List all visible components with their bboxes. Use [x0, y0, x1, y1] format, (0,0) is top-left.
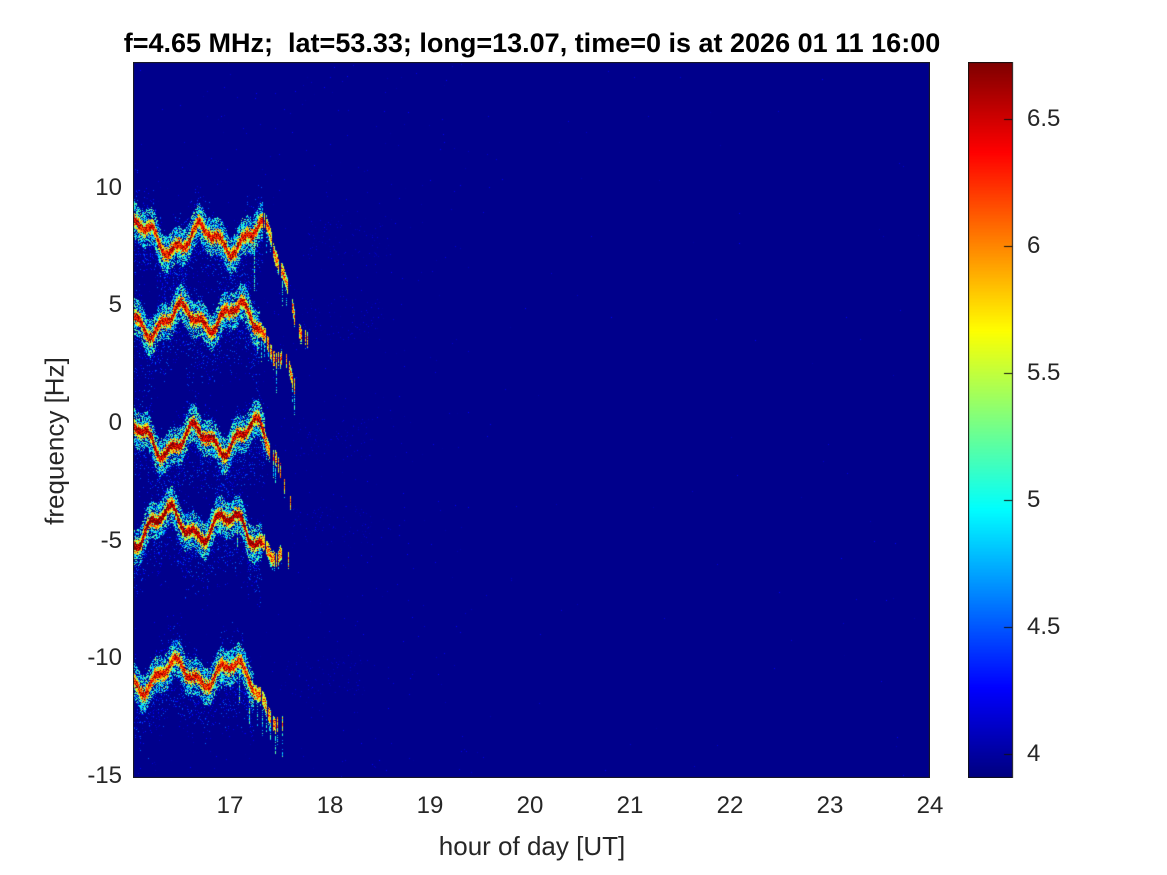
y-tick-label: 10	[95, 173, 122, 201]
x-tick-label: 19	[416, 792, 444, 819]
spectrogram-plot	[133, 62, 930, 778]
x-axis-label: hour of day [UT]	[438, 831, 626, 861]
colorbar-tick-label: 4	[1027, 739, 1041, 767]
y-tick-label: 0	[108, 408, 122, 436]
colorbar	[968, 62, 1026, 778]
x-tick-label: 24	[916, 792, 944, 819]
colorbar-tick-label: 6	[1027, 232, 1041, 260]
x-tick-label: 23	[816, 792, 844, 819]
y-tick-label: -10	[87, 644, 122, 672]
x-tick-label: 20	[516, 792, 544, 819]
y-axis-label: frequency [Hz]	[39, 357, 70, 525]
colorbar-tick-label: 5	[1027, 485, 1041, 513]
y-tick-label: 5	[108, 291, 122, 319]
x-tick-label: 17	[216, 792, 244, 819]
x-tick-label: 22	[716, 792, 744, 819]
y-tick-label: -5	[100, 526, 122, 554]
colorbar-tick-label: 4.5	[1027, 612, 1061, 640]
colorbar-tick-label: 6.5	[1027, 105, 1061, 133]
chart-title: f=4.65 MHz; lat=53.33; long=13.07, time=…	[123, 28, 941, 58]
colorbar-tick-label: 5.5	[1027, 359, 1061, 387]
y-tick-label: -15	[87, 761, 122, 789]
x-tick-label: 18	[316, 792, 344, 819]
x-tick-label: 21	[616, 792, 644, 819]
